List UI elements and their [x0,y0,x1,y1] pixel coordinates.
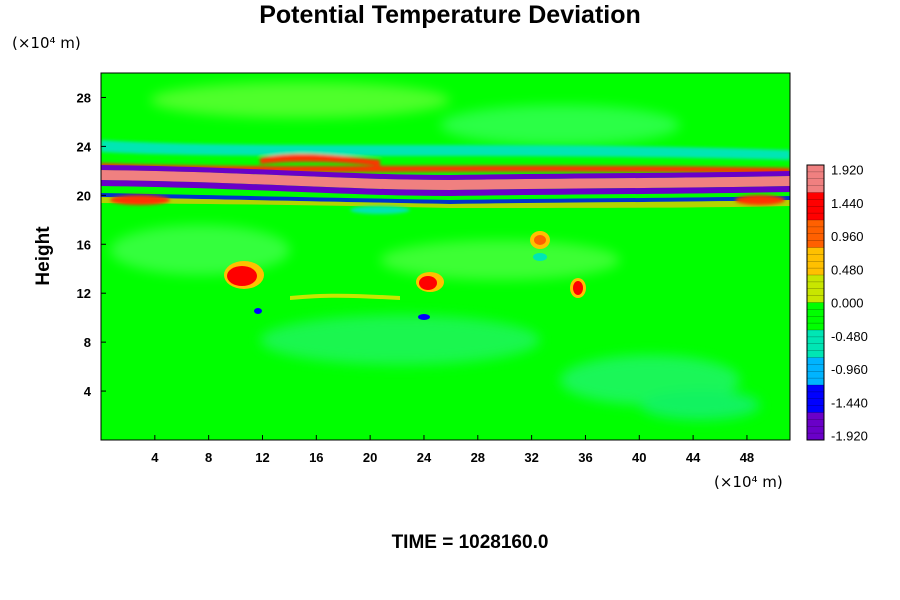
colorbar-tick-label: -1.920 [831,429,868,444]
colorbar-tick-label: 0.480 [831,262,864,277]
x-tick-label: 24 [417,450,432,465]
x-tick-label: 4 [151,450,159,465]
colorbar-tick-label: -0.960 [831,362,868,377]
colorbar-segment [807,247,824,276]
colorbar-segment [807,357,824,386]
x-tick-label: 36 [578,450,592,465]
colorbar-segment [807,220,824,248]
colorbar-segment [807,330,824,358]
colorbar-tick-label: 1.440 [831,196,864,211]
colorbar-segment [807,412,824,441]
x-ticks: 4 8 12 16 20 24 28 32 36 40 44 48 [151,435,754,465]
colorbar-tick-label: 1.920 [831,163,864,178]
x-tick-label: 8 [205,450,212,465]
y-tick-label: 12 [77,286,91,301]
chart-title: Potential Temperature Deviation [259,1,641,29]
colorbar-segment [807,302,824,331]
colorbar-tick-label: -1.440 [831,395,868,410]
y-tick-label: 8 [84,335,91,350]
positive-band [101,170,790,190]
colorbar-segment [807,385,824,413]
colorbar-frame [806,164,825,441]
y-tick-label: 4 [84,384,92,399]
x-axis-unit: (×10⁴ m) [714,473,783,491]
x-tick-label: 48 [740,450,754,465]
y-axis-label: Height [33,226,54,286]
y-tick-label: 16 [77,237,91,252]
colorbar: 1.920 1.440 0.960 0.480 0.000 -0.480 -0.960 -1.… [806,163,868,444]
time-label: TIME = 1028160.0 [391,532,549,553]
x-tick-label: 12 [255,450,269,465]
x-tick-label: 44 [686,450,701,465]
heatmap-field [101,73,790,440]
x-tick-label: 20 [363,450,377,465]
y-ticks: 4 8 12 16 20 24 28 [77,90,106,399]
x-tick-label: 32 [524,450,538,465]
plot-frame [100,72,791,441]
colorbar-tick-label: 0.000 [831,296,864,311]
colorbar-segment [807,275,824,303]
colorbar-segment [807,165,824,193]
colorbar-segment [807,192,824,221]
colorbar-tick-label: 0.960 [831,229,864,244]
axes [100,72,791,441]
negative-band [101,180,790,196]
x-tick-label: 28 [471,450,485,465]
y-tick-label: 24 [77,139,92,154]
y-axis-unit: (×10⁴ m) [12,34,81,52]
y-tick-label: 20 [77,188,91,203]
colorbar-tick-label: -0.480 [831,329,868,344]
x-tick-label: 40 [632,450,646,465]
y-tick-label: 28 [77,90,91,105]
anomalies [224,231,586,320]
x-tick-label: 16 [309,450,323,465]
